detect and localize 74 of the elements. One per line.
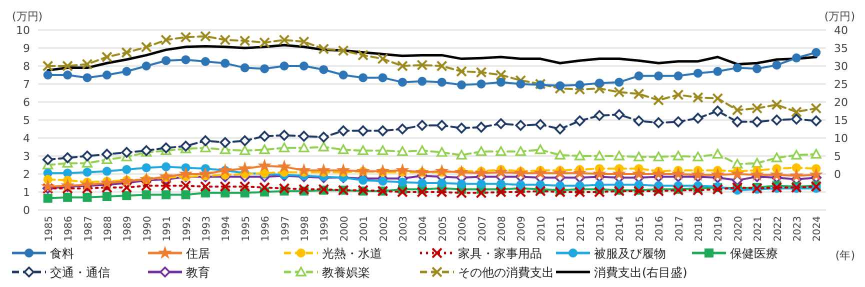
x-tick-label: 1991 xyxy=(162,216,174,242)
legend-label: 住居 xyxy=(185,246,210,260)
y-tick-label: 3 xyxy=(23,150,30,163)
x-tick-label: 2017 xyxy=(674,216,686,242)
x-tick-label: 1986 xyxy=(64,216,75,242)
y-tick-label: 6 xyxy=(23,96,30,109)
x-tick-label: 1998 xyxy=(300,216,311,242)
y-tick-label: 1 xyxy=(23,186,30,199)
legend-label: 被服及び履物 xyxy=(594,246,666,260)
x-tick-label: 2010 xyxy=(536,216,548,242)
y-tick-label: 0 xyxy=(23,204,30,217)
y2-tick-label: 5 xyxy=(834,150,841,163)
x-tick-label: 1990 xyxy=(142,216,154,242)
x-tick-label: 2002 xyxy=(378,216,390,242)
y2-axis-title: (万円) xyxy=(824,10,855,23)
x-tick-label: 2000 xyxy=(339,216,350,242)
y2-tick-label: 40 xyxy=(834,24,848,37)
y-tick-label: 8 xyxy=(23,60,30,73)
x-tick-label: 1989 xyxy=(122,216,134,242)
x-tick-label: 2009 xyxy=(516,216,528,242)
x-tick-label: 1992 xyxy=(182,216,193,242)
x-tick-label: 2005 xyxy=(438,216,449,242)
legend-label: 保健医療 xyxy=(730,246,778,260)
legend-label: 家具・家事用品 xyxy=(458,246,542,260)
y2-tick-label: 20 xyxy=(834,96,848,109)
y2-tick-label: 0 xyxy=(834,168,841,181)
x-tick-label: 1997 xyxy=(280,216,292,242)
y-tick-label: 10 xyxy=(16,24,30,37)
y-tick-label: 2 xyxy=(23,168,30,181)
x-tick-label: 2003 xyxy=(398,216,410,242)
y2-tick-label: 15 xyxy=(834,114,848,127)
legend-label: その他の消費支出 xyxy=(458,266,554,280)
y-tick-label: 9 xyxy=(23,42,30,55)
legend-label: 食料 xyxy=(50,246,74,260)
legend-label: 消費支出(右目盛) xyxy=(594,266,688,280)
x-tick-label: 1995 xyxy=(240,216,252,242)
x-tick-label: 1985 xyxy=(44,216,55,242)
legend-label: 交通・通信 xyxy=(50,266,110,280)
x-tick-label: 1994 xyxy=(221,216,232,242)
x-tick-label: 2020 xyxy=(733,216,744,242)
x-tick-label: 1993 xyxy=(201,216,212,242)
x-tick-label: 1988 xyxy=(102,216,114,242)
x-tick-label: 2014 xyxy=(615,216,626,242)
y-tick-label: 4 xyxy=(23,132,30,145)
x-tick-label: 2011 xyxy=(556,216,568,242)
x-tick-label: 2001 xyxy=(359,216,370,242)
x-tick-label: 2019 xyxy=(714,216,725,242)
y-tick-label: 7 xyxy=(23,78,30,91)
y2-tick-label: 25 xyxy=(834,78,848,91)
x-tick-label: 2013 xyxy=(595,216,606,242)
legend-label: 教養娯楽 xyxy=(322,266,370,280)
y2-tick-label: 30 xyxy=(834,60,848,73)
x-tick-label: 2023 xyxy=(792,216,804,242)
legend-label: 光熱・水道 xyxy=(322,246,382,260)
x-tick-label: 1987 xyxy=(83,216,94,242)
x-tick-label: 2008 xyxy=(496,216,508,242)
x-tick-label: 2022 xyxy=(772,216,784,242)
x-tick-label: 1996 xyxy=(260,216,272,242)
y2-tick-label: 10 xyxy=(834,132,848,145)
x-tick-label: 1999 xyxy=(320,216,331,242)
x-tick-label: 2018 xyxy=(694,216,705,242)
x-tick-label: 2006 xyxy=(458,216,469,242)
x-tick-label: 2021 xyxy=(753,216,764,242)
x-tick-label: 2024 xyxy=(812,216,824,242)
y-axis-title: (万円) xyxy=(12,10,43,23)
x-tick-label: 2015 xyxy=(634,216,646,242)
x-tick-label: 2007 xyxy=(477,216,488,242)
legend-label: 教育 xyxy=(186,266,210,280)
x-axis-title: (年) xyxy=(835,249,855,262)
y2-tick-label: 35 xyxy=(834,42,848,55)
x-tick-label: 2016 xyxy=(654,216,666,242)
x-tick-label: 2004 xyxy=(418,216,430,242)
x-tick-label: 2012 xyxy=(576,216,587,242)
y-tick-label: 5 xyxy=(23,114,30,127)
